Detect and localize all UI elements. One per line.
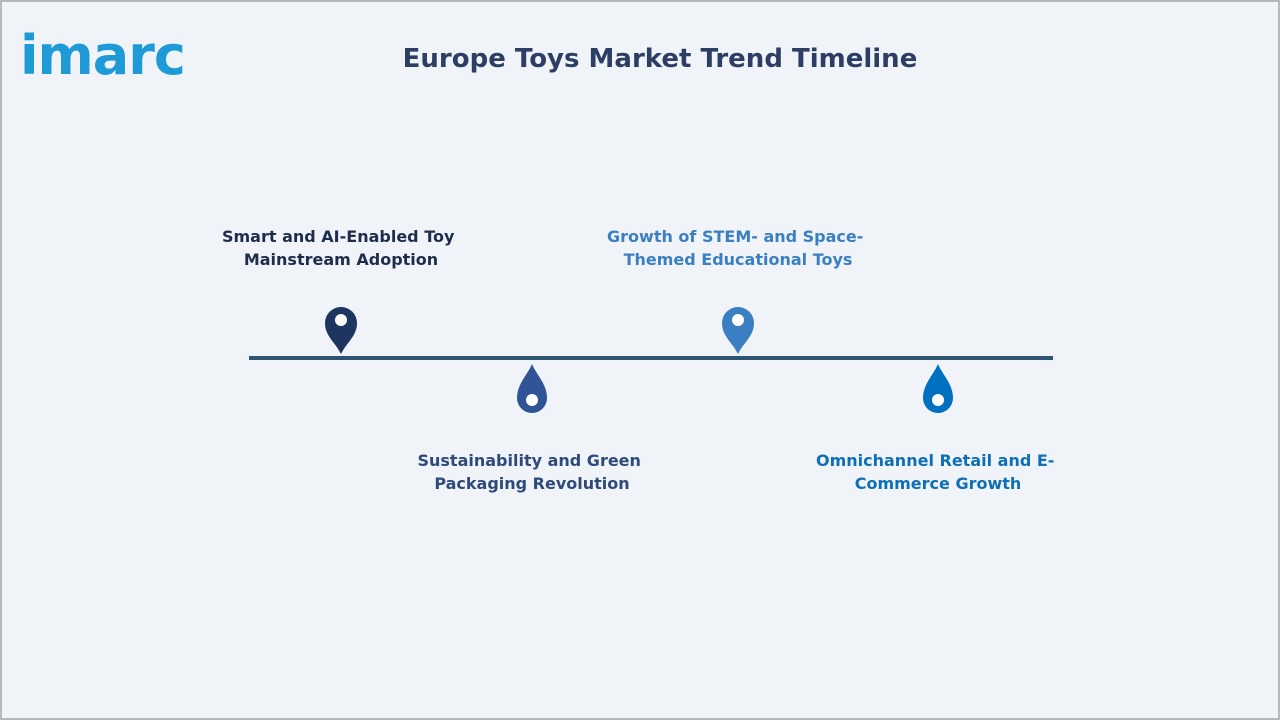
title: Europe Toys Market Trend Timeline	[403, 44, 918, 74]
drop	[923, 364, 953, 413]
item-label: Omnichannel Retail and E- Commerce Growt…	[816, 451, 1060, 493]
item-label: Growth of STEM- and Space- Themed Educat…	[607, 227, 869, 269]
logo: imarc	[20, 24, 185, 87]
item-label: Sustainability and Green Packaging Revol…	[417, 451, 646, 493]
label-line: Commerce Growth	[855, 474, 1022, 493]
label-line: Omnichannel Retail and E-	[816, 451, 1054, 470]
pin	[325, 307, 357, 354]
label-line: Smart and AI-Enabled Toy	[222, 227, 455, 246]
label-line: Packaging Revolution	[434, 474, 629, 493]
drop	[517, 364, 547, 413]
pin	[722, 307, 754, 354]
label-line: Sustainability and Green	[417, 451, 640, 470]
label-line: Growth of STEM- and Space-	[607, 227, 863, 246]
label-line: Mainstream Adoption	[244, 250, 438, 269]
item-label: Smart and AI-Enabled Toy Mainstream Adop…	[222, 227, 460, 269]
label-line: Themed Educational Toys	[624, 250, 853, 269]
